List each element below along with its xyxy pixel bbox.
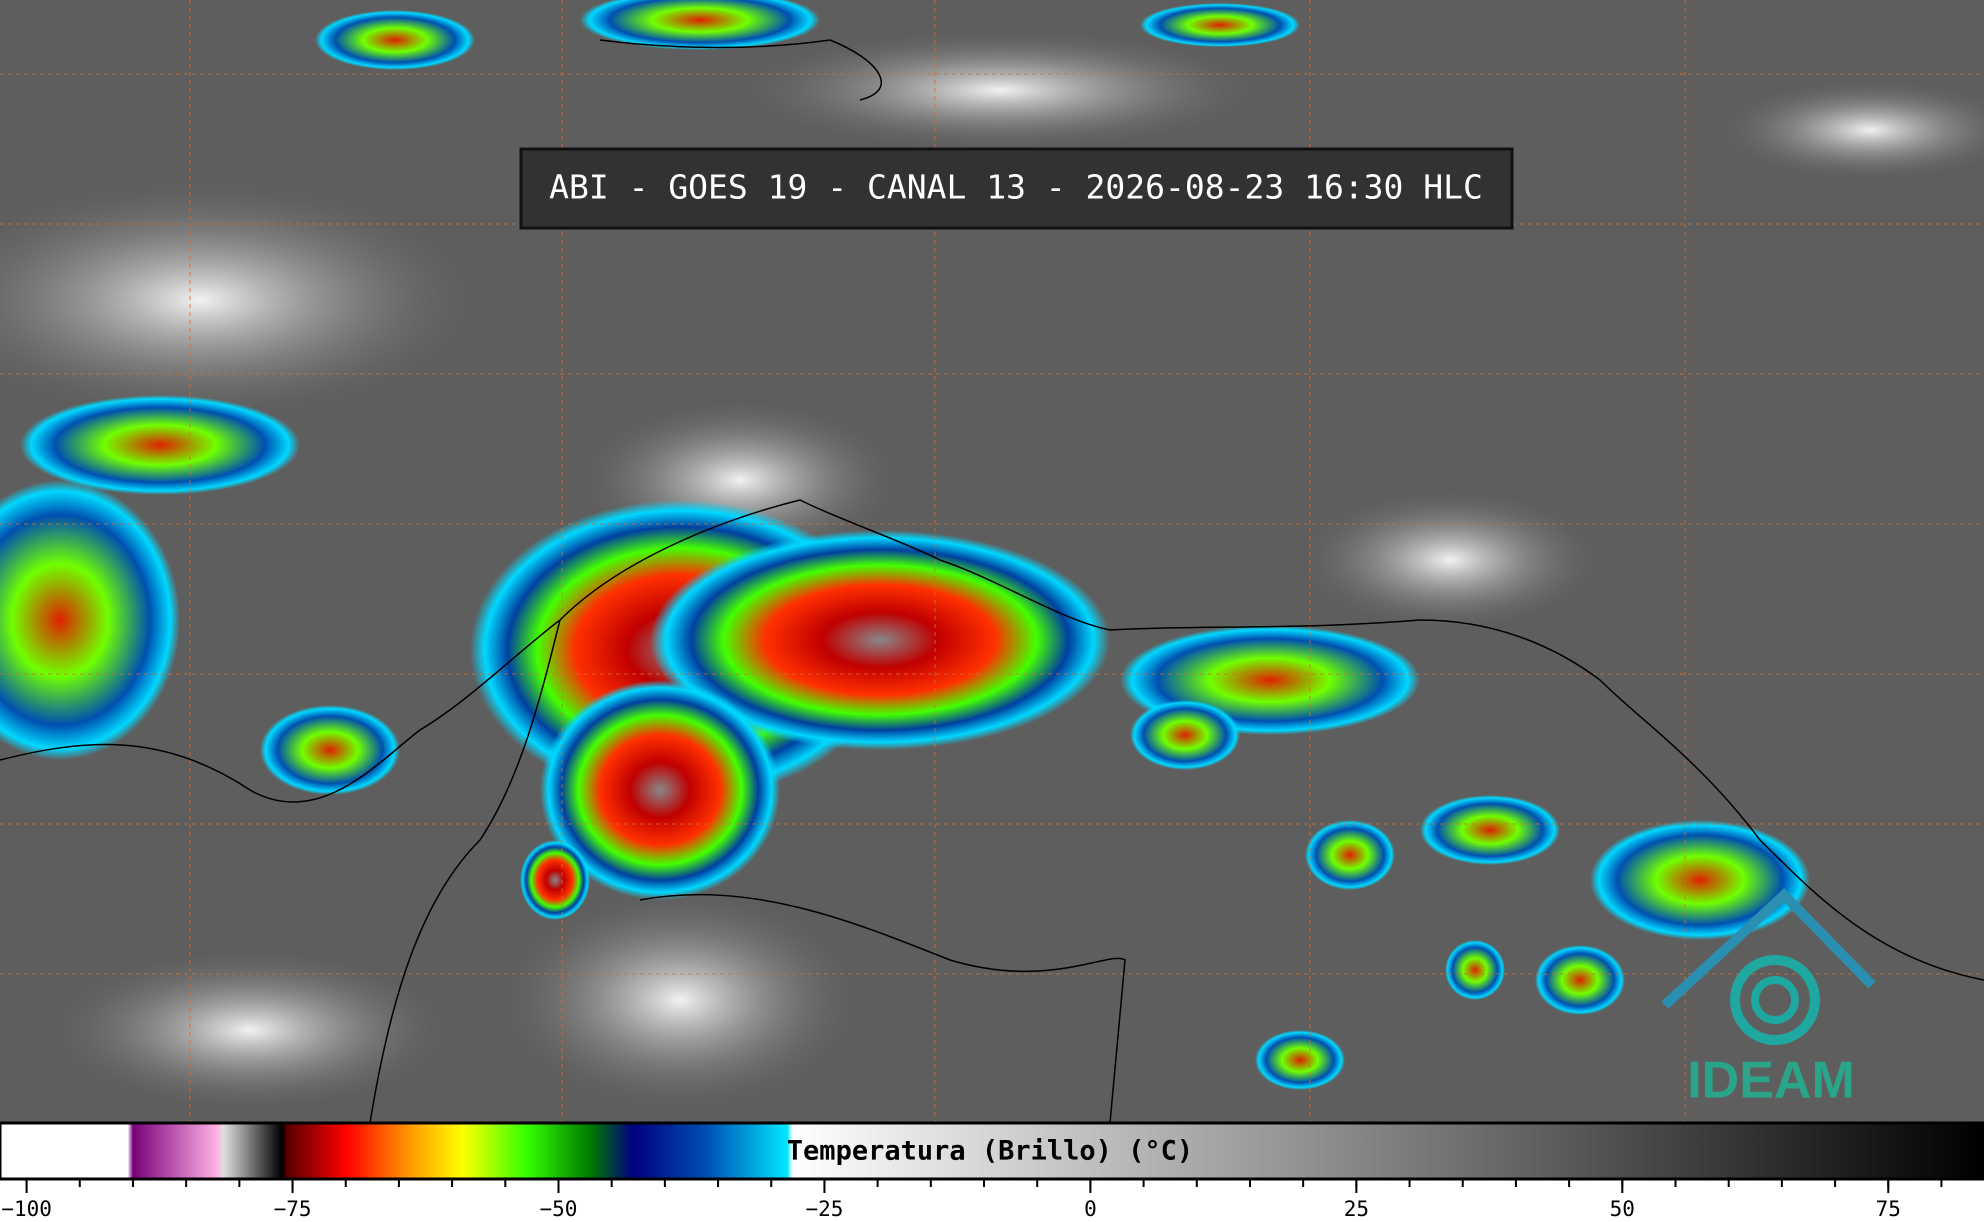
- logo-text: IDEAM: [1687, 1052, 1855, 1110]
- clouds: [0, 0, 1984, 1110]
- tick-label: 75: [1876, 1197, 1901, 1221]
- tick-label: −50: [540, 1197, 578, 1221]
- tick-label: 25: [1344, 1197, 1369, 1221]
- tick-label: −75: [274, 1197, 312, 1221]
- title: ABI - GOES 19 - CANAL 13 - 2026-08-23 16…: [549, 168, 1483, 207]
- logo: IDEAM: [1661, 888, 1876, 1110]
- colorbar-label: Temperatura (Brillo) (°C): [787, 1136, 1193, 1167]
- tick-label: 50: [1610, 1197, 1635, 1221]
- tick-label: −100: [1, 1197, 52, 1221]
- title-box: ABI - GOES 19 - CANAL 13 - 2026-08-23 16…: [519, 147, 1514, 230]
- tick-label: 0: [1084, 1197, 1097, 1221]
- coastlines: [0, 39, 1984, 1124]
- colorbar: [0, 1121, 1984, 1181]
- tick-label: −25: [805, 1197, 843, 1221]
- colorbar-ticks: −100 −75 −50 −25 0 25 50 75: [1, 1179, 1943, 1221]
